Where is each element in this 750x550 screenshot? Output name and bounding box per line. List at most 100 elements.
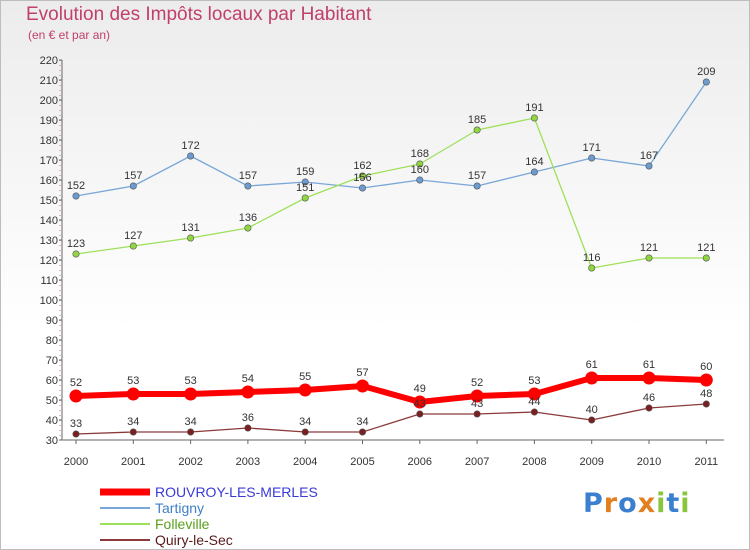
data-point bbox=[702, 254, 710, 262]
y-tick-label: 40 bbox=[46, 415, 58, 427]
logo-letter: t bbox=[666, 488, 681, 519]
data-label: 157 bbox=[124, 170, 142, 182]
data-label: 36 bbox=[242, 412, 254, 424]
logo-letter: x bbox=[637, 488, 657, 519]
y-tick-label: 120 bbox=[40, 255, 58, 267]
data-label: 52 bbox=[471, 377, 483, 389]
data-point bbox=[416, 176, 424, 184]
logo-letter: i bbox=[680, 488, 691, 519]
data-point bbox=[244, 182, 252, 190]
data-label: 33 bbox=[70, 418, 82, 430]
legend-label: Tartigny bbox=[155, 500, 204, 516]
data-label: 52 bbox=[70, 377, 82, 389]
y-tick-label: 210 bbox=[40, 75, 58, 87]
data-point bbox=[356, 379, 369, 393]
logo-letter: r bbox=[603, 488, 619, 519]
data-point bbox=[530, 114, 538, 122]
data-point bbox=[416, 410, 424, 418]
x-tick-label: 2000 bbox=[64, 456, 88, 468]
data-point bbox=[187, 152, 195, 160]
legend-label: Quiry-le-Sec bbox=[155, 532, 233, 548]
y-tick-label: 130 bbox=[40, 235, 58, 247]
data-point bbox=[358, 184, 366, 192]
data-label: 34 bbox=[127, 416, 139, 428]
data-label: 53 bbox=[127, 375, 139, 387]
data-label: 43 bbox=[471, 398, 483, 410]
data-label: 167 bbox=[640, 150, 658, 162]
x-tick-label: 2002 bbox=[178, 456, 202, 468]
data-label: 53 bbox=[184, 375, 196, 387]
y-tick-label: 100 bbox=[40, 295, 58, 307]
data-point bbox=[358, 172, 366, 180]
data-point bbox=[702, 400, 710, 408]
data-point bbox=[588, 264, 596, 272]
legend-label: ROUVROY-LES-MERLES bbox=[155, 484, 318, 500]
data-point bbox=[588, 154, 596, 162]
y-tick-label: 50 bbox=[46, 395, 58, 407]
data-point bbox=[72, 250, 80, 258]
data-point bbox=[473, 410, 481, 418]
data-label: 209 bbox=[697, 66, 715, 78]
data-label: 60 bbox=[700, 361, 712, 373]
data-label: 157 bbox=[239, 170, 257, 182]
data-labels: 33 34 34 36 34 34 43 43 44 40 46 48 152 157 172 157 159 1… bbox=[67, 66, 716, 430]
data-point bbox=[702, 78, 710, 86]
data-point bbox=[129, 242, 137, 250]
x-tick-label: 2001 bbox=[121, 456, 145, 468]
data-label: 136 bbox=[239, 212, 257, 224]
data-point bbox=[413, 395, 427, 409]
x-tick-label: 2011 bbox=[694, 456, 718, 468]
data-label: 131 bbox=[181, 222, 199, 234]
y-tick-label: 140 bbox=[40, 215, 58, 227]
data-point bbox=[301, 178, 309, 186]
x-tick-label: 2007 bbox=[465, 456, 489, 468]
y-tick-label: 70 bbox=[46, 355, 58, 367]
y-tick-label: 190 bbox=[40, 115, 58, 127]
chart-subtitle: (en € et par an) bbox=[28, 28, 111, 42]
data-label: 160 bbox=[411, 164, 429, 176]
data-label: 61 bbox=[586, 359, 598, 371]
data-label: 171 bbox=[583, 142, 601, 154]
data-label: 164 bbox=[525, 156, 543, 168]
data-label: 46 bbox=[643, 392, 655, 404]
x-tick-label: 2003 bbox=[236, 456, 260, 468]
data-label: 34 bbox=[299, 416, 311, 428]
data-point bbox=[642, 371, 656, 385]
y-tick-label: 60 bbox=[46, 375, 58, 387]
data-point bbox=[69, 389, 83, 403]
y-tick-label: 200 bbox=[40, 95, 58, 107]
data-label: 123 bbox=[67, 238, 85, 250]
data-point bbox=[473, 126, 481, 134]
data-point bbox=[298, 383, 312, 397]
data-point bbox=[585, 371, 599, 385]
y-tick-label: 90 bbox=[46, 315, 58, 327]
y-tick-label: 110 bbox=[40, 275, 58, 287]
data-point bbox=[470, 389, 484, 403]
data-point bbox=[184, 387, 198, 401]
x-tick-label: 2010 bbox=[637, 456, 661, 468]
data-label: 55 bbox=[299, 371, 311, 383]
data-label: 116 bbox=[583, 252, 601, 264]
data-label: 57 bbox=[356, 367, 368, 379]
chart-axes: 30 40 50 60 70 80 90 100 110 120 130 140 150 160 170 18… bbox=[40, 55, 724, 468]
data-point bbox=[645, 162, 653, 170]
y-tick-label: 170 bbox=[40, 155, 58, 167]
data-point bbox=[473, 182, 481, 190]
chart-legend: ROUVROY-LES-MERLESTartignyFollevilleQuir… bbox=[100, 484, 318, 548]
data-label: 40 bbox=[586, 404, 598, 416]
y-tick-label: 220 bbox=[40, 55, 58, 67]
data-label: 185 bbox=[468, 114, 486, 126]
y-tick-label: 160 bbox=[40, 175, 58, 187]
data-label: 54 bbox=[242, 373, 254, 385]
series-line bbox=[75, 81, 707, 197]
x-tick-label: 2008 bbox=[522, 456, 546, 468]
data-point bbox=[244, 424, 252, 432]
data-point bbox=[645, 404, 653, 412]
data-point bbox=[129, 428, 137, 436]
y-tick-label: 30 bbox=[46, 435, 58, 447]
data-point bbox=[530, 168, 538, 176]
y-tick-label: 150 bbox=[40, 195, 58, 207]
data-label: 121 bbox=[697, 242, 715, 254]
